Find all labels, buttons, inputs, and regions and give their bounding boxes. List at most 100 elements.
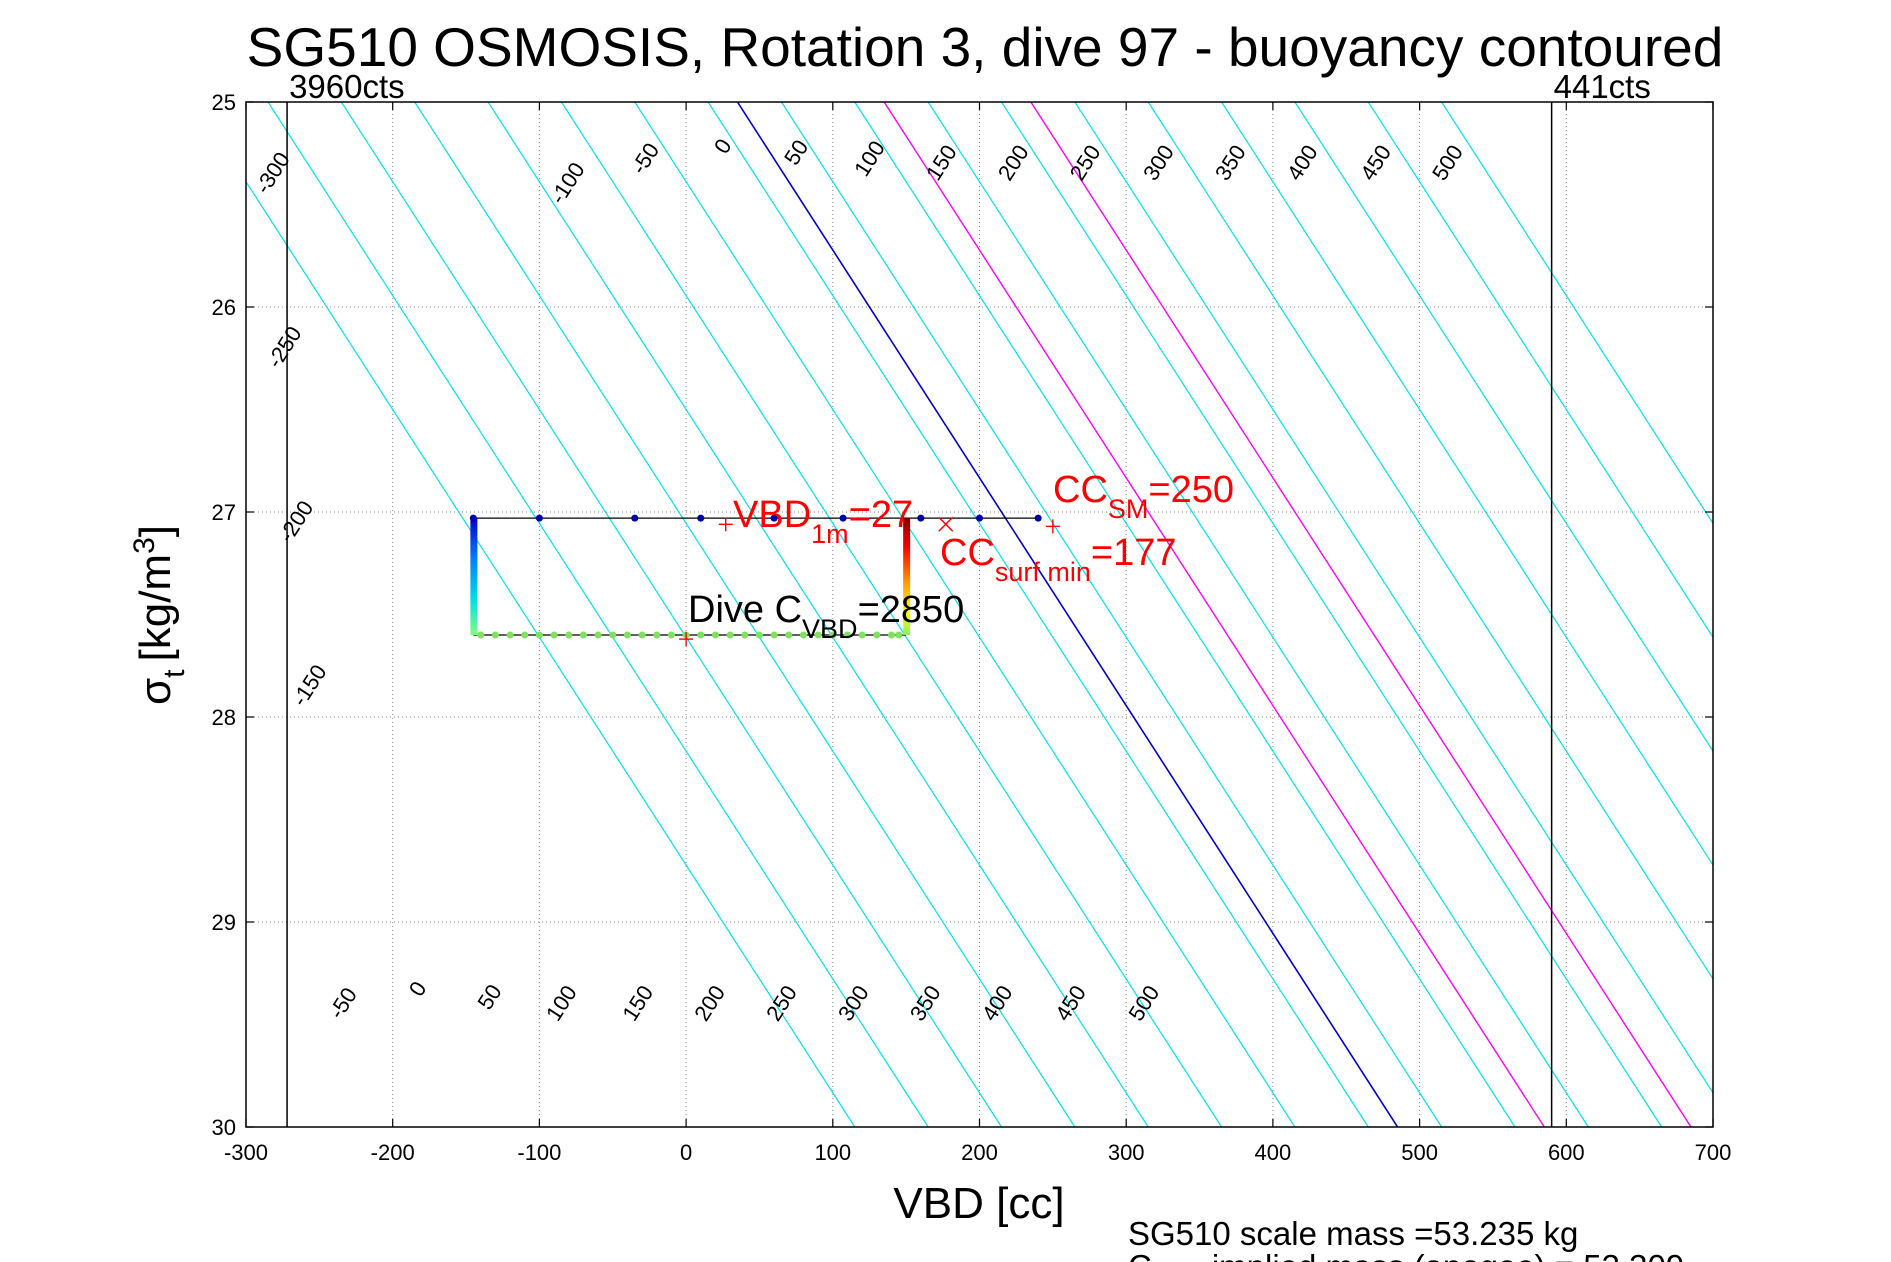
contour-label: 300 [1138,140,1179,184]
contour-label: 250 [761,981,802,1025]
profile-bottom-point [814,631,822,639]
contour-label: 0 [404,977,432,1001]
contour-line [707,102,1369,1127]
contour-label: 150 [617,981,658,1025]
x-tick-label: 500 [1401,1140,1438,1165]
buoyancy-contours [246,102,1713,1127]
footer-implied-mass: Cimplied mass (apogee) = 53.309 [1128,1248,1684,1262]
contour-line [780,102,1443,1127]
contour-label: 350 [905,981,946,1025]
x-tick-label: 200 [961,1140,998,1165]
y-axis-label-symbol: σ [131,678,180,705]
contour-label: 0 [709,134,737,158]
contour-line [414,102,1076,1127]
svg-text:VBD1m=27: VBD1m=27 [733,494,913,549]
contour-label: -200 [273,496,318,547]
x-tick-label: 0 [680,1140,692,1165]
contour-label: 350 [1210,140,1251,184]
contour-label: 450 [1355,140,1396,184]
cc-surf-min-marker [938,516,954,532]
contour-label: -50 [324,983,362,1023]
contour-label: 150 [921,140,962,184]
contour-label: 50 [779,135,813,169]
dive-cvbd-annotation: Dive CVBD=2850 [688,589,964,644]
profile-bottom-point [697,631,705,639]
profile-bottom-point [799,631,807,639]
profile-bottom-point [755,631,763,639]
contour-label: 250 [1065,140,1106,184]
contour-label: 300 [833,981,874,1025]
contour-line [487,102,1149,1127]
y-tick-label: 26 [212,295,236,320]
chart-title: SG510 OSMOSIS, Rotation 3, dive 97 - buo… [247,16,1724,78]
y-tick-label: 30 [212,1115,236,1140]
contour-label: 400 [977,981,1018,1025]
contour-line [246,180,856,1127]
annotation-markers [679,516,1060,647]
profile-bottom-point [741,631,749,639]
cc-sm-marker [1045,519,1060,534]
profile-bottom-point [785,631,793,639]
profile-bottom-point [521,631,529,639]
contour-label: 50 [472,980,506,1014]
profile-bottom-point [477,631,485,639]
profile-bottom-point [858,631,866,639]
contour-line [1294,102,1713,753]
contour-line [1441,102,1713,525]
contour-label: 200 [689,981,730,1025]
contour-line [634,102,1296,1127]
profile-top-point [697,514,705,522]
contour-line [267,102,929,1127]
profile-top-point [917,514,925,522]
dive-profile [469,514,1042,639]
x-tick-label: 700 [1695,1140,1732,1165]
profile-bottom-point [535,631,543,639]
vbd-1m-marker [718,517,733,532]
contour-label: -300 [250,148,295,199]
contour-label: 400 [1282,140,1323,184]
svg-text:CCsurf min=177: CCsurf min=177 [940,532,1177,587]
svg-text:CCSM=250: CCSM=250 [1053,469,1234,524]
svg-text:Dive CVBD=2850: Dive CVBD=2850 [688,589,964,644]
cc-sm-annotation: CCSM=250 [1053,469,1234,524]
contour-label: 450 [1050,981,1091,1025]
contour-line [340,102,1003,1127]
y-axis-label: σt [kg/m3] [128,525,191,705]
contour-line-zero [736,102,1399,1127]
grid-lines [245,101,1714,1128]
contour-label: 200 [993,140,1034,184]
x-axis-ticks: -300 -200 -100 0 100 200 300 400 500 600 700 [224,102,1731,1165]
x-tick-label: 300 [1108,1140,1145,1165]
profile-bottom-point [565,631,573,639]
x-tick-label: 100 [814,1140,851,1165]
profile-bottom-point [506,631,514,639]
contour-line [1147,102,1713,981]
y-tick-label: 28 [212,705,236,730]
contour-label: 100 [541,981,582,1025]
profile-bottom-point [579,631,587,639]
contour-label: -250 [262,322,307,373]
y-tick-label: 29 [212,910,236,935]
profile-bottom-point [550,631,558,639]
contour-line [927,102,1589,1127]
profile-top-point [1034,514,1042,522]
contour-line [560,102,1223,1127]
y-axis-label-unit-superscript: 3 [128,537,161,554]
contour-line-magenta [1030,102,1692,1127]
contour-label: 500 [1123,981,1164,1025]
profile-bottom-point [873,631,881,639]
profile-bottom-point [491,631,499,639]
y-axis-ticks: 25 26 27 28 29 30 [212,90,1713,1140]
profile-top-point [535,514,543,522]
profile-bottom-point [843,631,851,639]
x-axis-label: VBD [cc] [893,1179,1064,1228]
y-axis-label-unit: [kg/m [131,554,180,662]
profile-top-point [839,514,847,522]
profile-top-point [770,514,778,522]
contour-line [1074,102,1713,1094]
profile-bottom-point [667,631,675,639]
x-tick-label: -200 [371,1140,415,1165]
profile-right-leg [903,518,911,635]
profile-bottom-point [653,631,661,639]
